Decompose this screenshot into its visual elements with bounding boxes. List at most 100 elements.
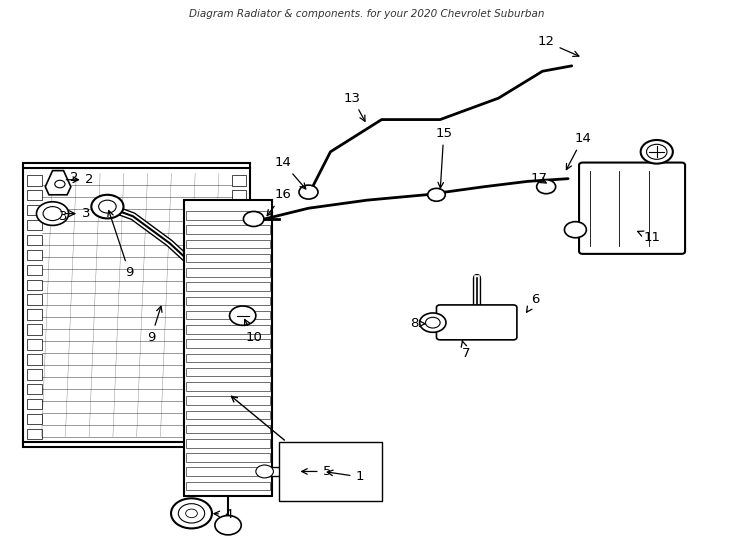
- Text: 13: 13: [344, 92, 365, 122]
- Circle shape: [428, 188, 446, 201]
- Text: 14: 14: [275, 156, 306, 189]
- Text: 11: 11: [638, 231, 661, 244]
- Text: 2: 2: [66, 173, 94, 186]
- Bar: [186, 439, 270, 448]
- Bar: [261, 467, 283, 476]
- Bar: [279, 442, 382, 501]
- Bar: [186, 254, 270, 262]
- Bar: [232, 399, 247, 409]
- Text: 1: 1: [327, 470, 364, 483]
- Bar: [186, 382, 270, 390]
- Bar: [186, 339, 270, 348]
- Text: 14: 14: [567, 132, 591, 170]
- Bar: [23, 163, 250, 447]
- Circle shape: [641, 140, 673, 164]
- Circle shape: [244, 212, 264, 226]
- Bar: [232, 294, 247, 305]
- Text: 2: 2: [70, 171, 79, 184]
- Bar: [186, 240, 270, 248]
- Circle shape: [420, 313, 446, 332]
- Text: 15: 15: [435, 126, 452, 188]
- Text: 9: 9: [147, 306, 162, 343]
- Bar: [186, 368, 270, 376]
- Bar: [186, 296, 270, 305]
- Bar: [186, 410, 270, 419]
- Text: Diagram Radiator & components. for your 2020 Chevrolet Suburban: Diagram Radiator & components. for your …: [189, 9, 545, 19]
- Bar: [186, 268, 270, 276]
- Circle shape: [91, 195, 123, 218]
- Bar: [27, 265, 42, 275]
- Bar: [232, 265, 247, 275]
- Bar: [232, 325, 247, 335]
- Bar: [27, 280, 42, 290]
- Bar: [232, 235, 247, 245]
- Bar: [232, 220, 247, 230]
- Text: 4: 4: [214, 508, 232, 521]
- Bar: [232, 414, 247, 424]
- Bar: [27, 249, 42, 260]
- Circle shape: [186, 509, 197, 518]
- Circle shape: [299, 185, 318, 199]
- Bar: [232, 190, 247, 200]
- Circle shape: [647, 144, 667, 159]
- Circle shape: [230, 306, 256, 325]
- Bar: [186, 396, 270, 405]
- Text: 12: 12: [537, 35, 579, 56]
- Bar: [232, 354, 247, 364]
- Text: 17: 17: [531, 172, 548, 185]
- Circle shape: [55, 180, 65, 188]
- Bar: [232, 339, 247, 350]
- Circle shape: [171, 498, 212, 529]
- Text: 3: 3: [59, 210, 68, 223]
- Circle shape: [98, 200, 116, 213]
- Bar: [232, 429, 247, 439]
- Circle shape: [215, 516, 241, 535]
- Bar: [27, 294, 42, 305]
- Text: 10: 10: [244, 319, 262, 343]
- Circle shape: [178, 504, 205, 523]
- FancyBboxPatch shape: [579, 163, 685, 254]
- Bar: [232, 205, 247, 215]
- Text: 16: 16: [267, 188, 291, 215]
- Bar: [27, 190, 42, 200]
- Polygon shape: [46, 171, 71, 195]
- Bar: [27, 384, 42, 394]
- Bar: [184, 200, 272, 496]
- Bar: [27, 399, 42, 409]
- Bar: [186, 453, 270, 462]
- Text: 8: 8: [410, 317, 425, 330]
- Bar: [27, 414, 42, 424]
- Text: 9: 9: [108, 211, 134, 279]
- Bar: [27, 325, 42, 335]
- Bar: [27, 235, 42, 245]
- Bar: [186, 425, 270, 433]
- Circle shape: [256, 465, 273, 478]
- Bar: [232, 309, 247, 320]
- Bar: [186, 482, 270, 490]
- Bar: [232, 175, 247, 186]
- Text: 7: 7: [461, 341, 470, 360]
- Bar: [27, 369, 42, 380]
- Bar: [186, 311, 270, 320]
- Bar: [186, 211, 270, 220]
- Bar: [27, 175, 42, 186]
- Text: 3: 3: [66, 207, 90, 220]
- Bar: [27, 339, 42, 350]
- Circle shape: [537, 180, 556, 194]
- Bar: [27, 220, 42, 230]
- Bar: [186, 354, 270, 362]
- Bar: [232, 249, 247, 260]
- Bar: [186, 226, 270, 234]
- Circle shape: [37, 202, 69, 225]
- Circle shape: [43, 207, 62, 220]
- Bar: [27, 205, 42, 215]
- Text: 6: 6: [526, 293, 539, 312]
- Bar: [27, 429, 42, 439]
- Bar: [186, 325, 270, 334]
- Bar: [27, 354, 42, 364]
- Bar: [186, 282, 270, 291]
- Bar: [232, 280, 247, 290]
- Bar: [232, 384, 247, 394]
- Bar: [27, 309, 42, 320]
- Bar: [186, 468, 270, 476]
